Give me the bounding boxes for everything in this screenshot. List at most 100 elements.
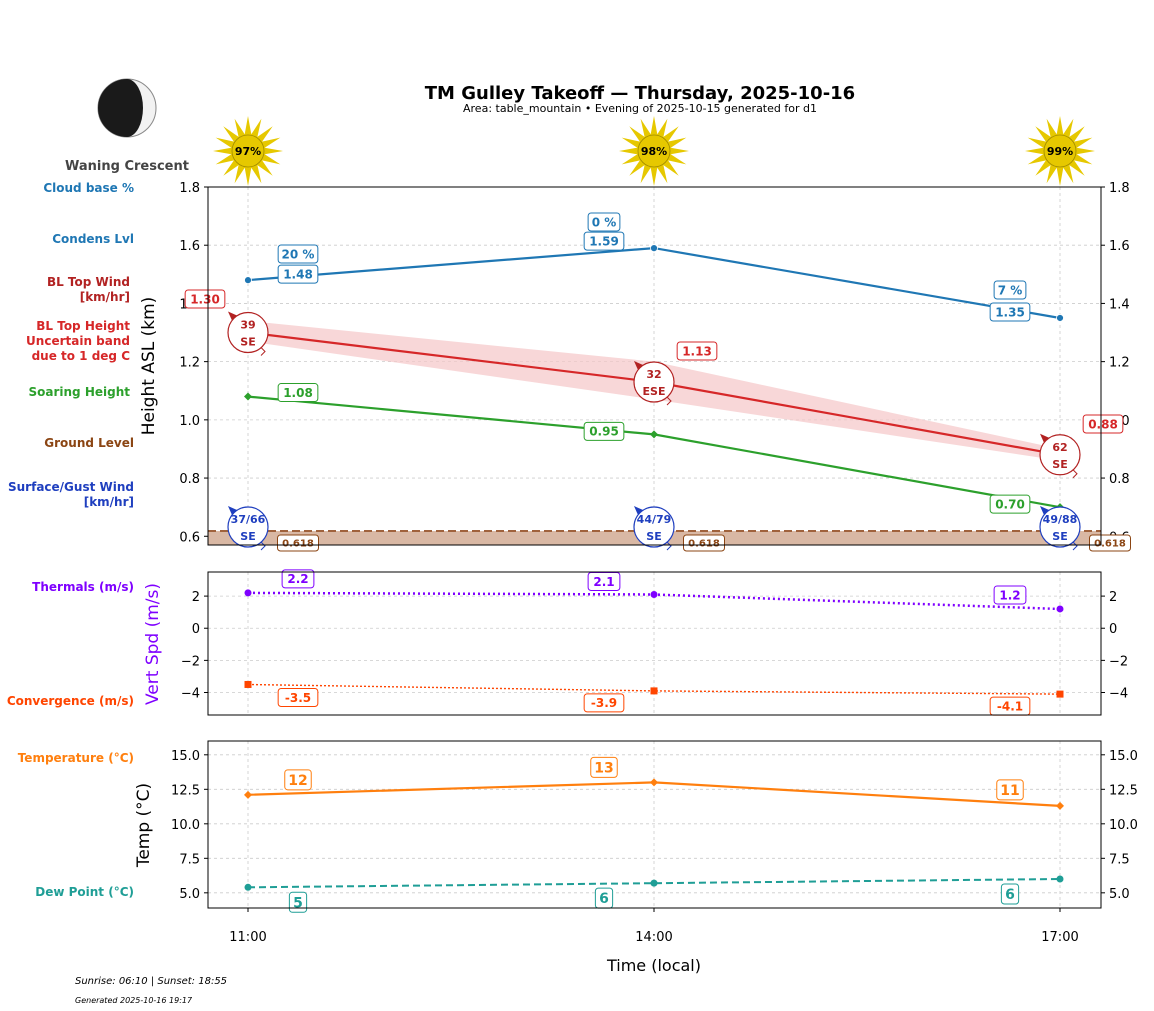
vertspd-tick-label-right: 2 (1109, 590, 1117, 605)
height-tick-label-right: 1.8 (1109, 181, 1130, 196)
cloud-base-pct-label: 20 % (282, 247, 315, 261)
temp-tick-label-left: 12.5 (171, 783, 200, 798)
dew-point-line (247, 878, 1061, 889)
sun-disc (637, 134, 671, 168)
bl-wind-speed: 62 (1052, 441, 1067, 454)
bl-wind-icon (633, 361, 675, 403)
temp-tick-label-right: 12.5 (1109, 783, 1138, 798)
height-tick-label-left: 0.8 (179, 472, 200, 487)
legend-bl-height-line3: due to 1 deg C (32, 349, 131, 363)
bl-top-label-box (184, 289, 226, 309)
convergence-label-box (277, 687, 319, 707)
soaring-point (244, 392, 252, 401)
moon-shadow (98, 79, 143, 137)
thermals-label: 1.2 (999, 588, 1020, 602)
convergence-point (650, 687, 658, 695)
convergence-label: -3.5 (285, 691, 311, 705)
height-tick-label-right: 1.6 (1109, 239, 1130, 254)
height-tick-label-right: 0.8 (1109, 472, 1130, 487)
condens-label-box (277, 264, 319, 284)
height-tick-label-left: 1.2 (179, 356, 200, 371)
legend-temperature: Temperature (°C) (18, 751, 134, 765)
sun-disc (231, 134, 265, 168)
sun-percent-label: 97% (235, 145, 261, 158)
thermals-label-box (993, 585, 1027, 605)
dew-point-point (650, 879, 658, 887)
surface-wind-direction: SE (240, 530, 255, 543)
surface-wind-arrow-icon (228, 506, 237, 515)
x-tick-label: 14:00 (635, 930, 672, 945)
height-tick-label-left: 0.6 (179, 530, 200, 545)
dew-point-label-box (1000, 883, 1020, 905)
surface-wind-speed: 37/66 (231, 513, 266, 526)
temperature-label-box (590, 756, 618, 778)
vertspd-tick-label-left: −4 (181, 687, 200, 702)
legend-convergence: Convergence (m/s) (7, 694, 134, 708)
dew-point-point (244, 883, 252, 891)
soaring-label-box (989, 494, 1031, 514)
temp-tick-label-left: 7.5 (179, 852, 200, 867)
bl-wind-direction: SE (240, 336, 255, 349)
temperature-label: 11 (1000, 783, 1019, 799)
temperature-point (1056, 801, 1064, 810)
temp-tick-label-right: 10.0 (1109, 818, 1138, 833)
y-axis-label-temp: Temp (°C) (134, 783, 154, 868)
bl-wind-speed: 39 (240, 319, 255, 332)
y-axis-label-vert-speed: Vert Spd (m/s) (143, 583, 163, 705)
dew-point-label: 6 (1005, 887, 1015, 903)
sun-percent-label: 98% (641, 145, 667, 158)
height-tick-label-left: 1.8 (179, 181, 200, 196)
convergence-point (244, 680, 252, 688)
soaring-label: 1.08 (283, 386, 313, 400)
sun-percent-label: 99% (1047, 145, 1073, 158)
sun-disc (1043, 134, 1077, 168)
condens-label: 1.59 (589, 234, 619, 248)
height-tick-label-right: 1.2 (1109, 356, 1130, 371)
height-tick-label-left: 1.0 (179, 414, 200, 429)
surface-wind-icon (633, 506, 675, 548)
y-axis-label-height: Height ASL (km) (139, 297, 159, 436)
ground-level-label-box (1089, 534, 1131, 552)
vertspd-tick-label-left: 2 (192, 590, 200, 605)
dew-point-label: 6 (599, 891, 609, 907)
bl-wind-speed: 32 (646, 368, 661, 381)
thermals-point (1056, 605, 1064, 613)
bl-wind-icon (227, 311, 269, 354)
chart-subtitle: Area: table_mountain • Evening of 2025-1… (463, 102, 817, 115)
vertspd-tick-label-right: −2 (1109, 654, 1128, 669)
soaring-point (650, 430, 658, 439)
vertspd-tick-label-right: −4 (1109, 687, 1128, 702)
condens-point (650, 244, 658, 253)
temp-tick-label-left: 5.0 (179, 887, 200, 902)
soaring-label: 0.95 (589, 425, 619, 439)
surface-wind-speed: 49/88 (1043, 513, 1078, 526)
temperature-point (244, 790, 252, 799)
legend-condens: Condens Lvl (52, 232, 134, 246)
condens-label-box (583, 231, 625, 251)
surface-wind-icon (227, 506, 269, 548)
cloud-base-pct-label: 7 % (998, 283, 1023, 297)
condens-point (1056, 314, 1064, 322)
temp-tick-label-right: 5.0 (1109, 887, 1130, 902)
surface-wind-direction: SE (1052, 530, 1067, 543)
surface-wind-tail-icon (666, 541, 672, 551)
dew-point-label: 5 (293, 895, 303, 911)
legend-thermals: Thermals (m/s) (32, 580, 134, 594)
soaring-label: 0.70 (995, 497, 1025, 511)
bl-wind-arrow-icon (1040, 433, 1049, 443)
bl-top-label-box (1082, 414, 1124, 434)
condens-label: 1.35 (995, 305, 1025, 319)
x-tick-label: 17:00 (1041, 930, 1078, 945)
surface-wind-icon (1039, 506, 1081, 548)
convergence-label: -3.9 (591, 696, 617, 710)
ground-level-label: 0.618 (1094, 539, 1126, 550)
thermals-label: 2.1 (593, 575, 614, 589)
legend-bl-wind-line2: [km/hr] (80, 290, 130, 304)
legend-surface-line1: Surface/Gust Wind (8, 480, 134, 494)
convergence-line (247, 683, 1061, 695)
thermals-label-box (281, 569, 315, 589)
bl-wind-icon (1039, 434, 1081, 476)
ground-level-label: 0.618 (282, 539, 314, 550)
surface-wind-arrow-icon (634, 506, 643, 515)
legend-ground: Ground Level (44, 436, 134, 450)
